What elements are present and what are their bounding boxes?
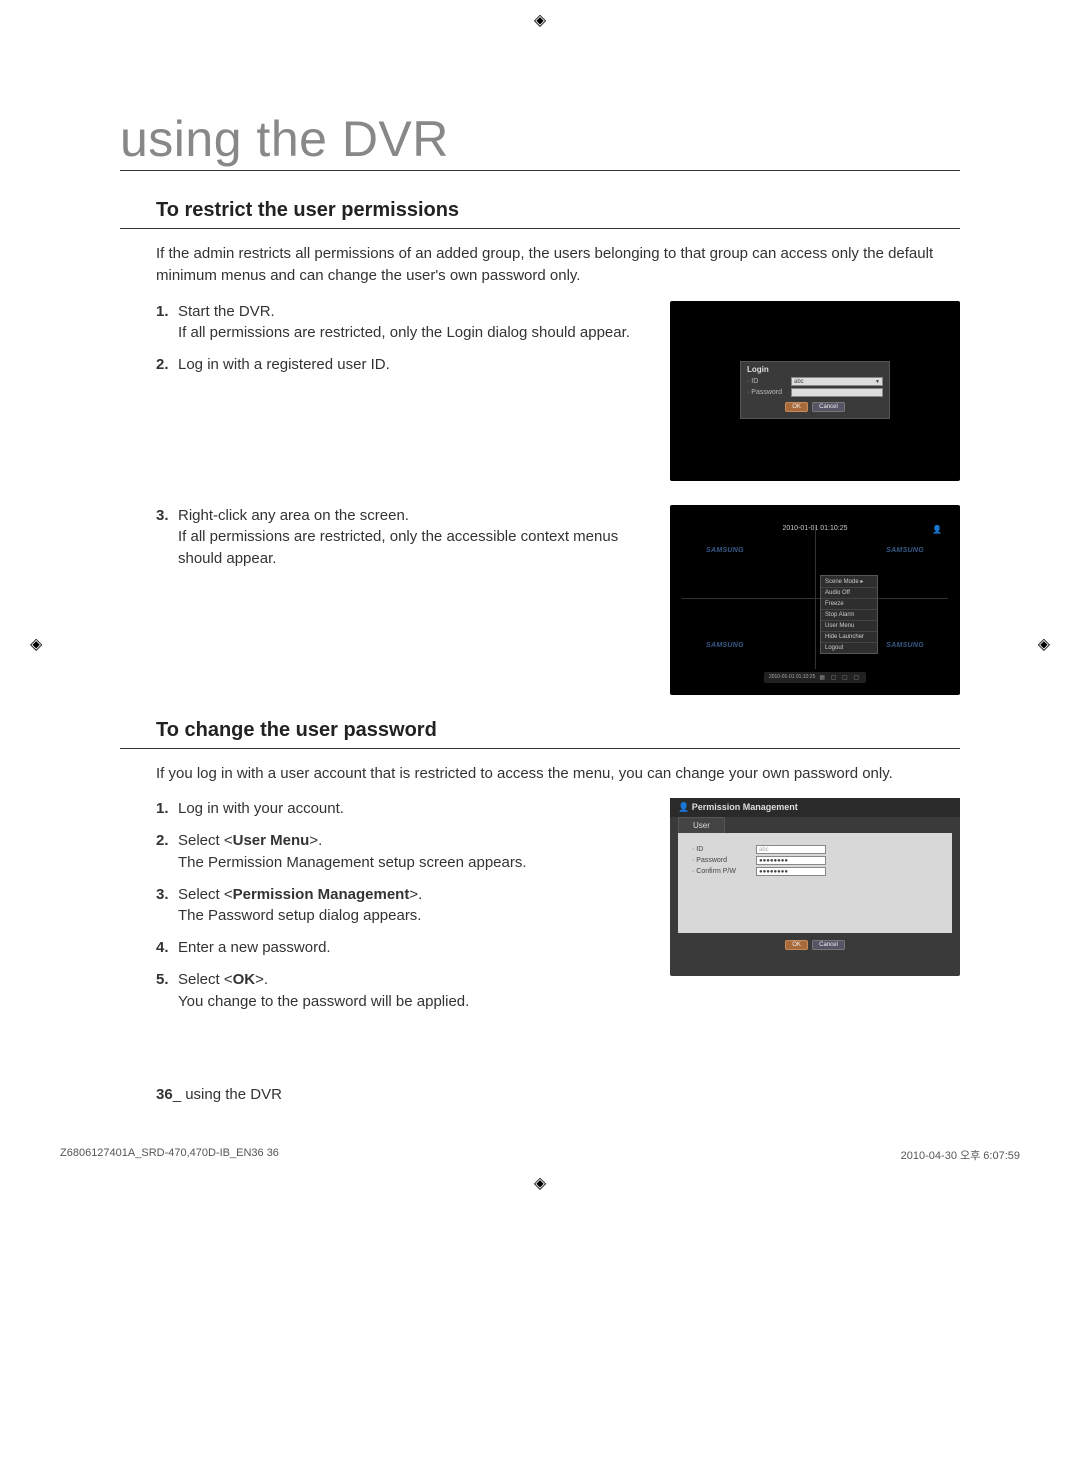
menu-item[interactable]: Hide Launcher [821,632,877,643]
crop-mark-icon: ◈ [534,10,546,30]
page-number: 36 [156,1086,173,1103]
user-tab[interactable]: User [678,817,725,833]
menu-item[interactable]: Freeze [821,599,877,610]
quad-grid: SAMSUNG SAMSUNG SAMSUNG SAMSUNG [682,527,948,669]
ok-button[interactable]: OK [785,940,808,950]
step-cont: The Password setup dialog appears. [178,907,421,924]
menu-item[interactable]: Scene Mode ▸ [821,576,877,588]
doc-id: Z6806127401A_SRD-470,470D-IB_EN36 36 [60,1147,279,1163]
step-text: Enter a new password. [178,939,331,956]
cancel-button[interactable]: Cancel [812,402,845,412]
section1-intro: If the admin restricts all permissions o… [120,243,960,287]
step-item: Start the DVR. If all permissions are re… [156,301,646,345]
step-cont: If all permissions are restricted, only … [178,324,630,341]
password-label: · Password [692,857,752,864]
step-bold: Permission Management [233,886,410,903]
crop-mark-icon: ◈ [534,1173,546,1193]
section2-intro: If you log in with a user account that i… [120,763,960,785]
print-footer: Z6806127401A_SRD-470,470D-IB_EN36 36 201… [0,1133,1080,1163]
step-text: Start the DVR. [178,303,275,320]
brand-logo: SAMSUNG [706,547,744,554]
step-item: Right-click any area on the screen. If a… [156,505,646,570]
step-text: Right-click any area on the screen. [178,507,409,524]
step-pre: Select < [178,832,233,849]
id-dropdown[interactable]: abc [791,377,883,386]
id-label: · ID [692,846,752,853]
step-bold: OK [233,971,256,988]
crop-mark-icon: ◈ [30,634,42,654]
crop-mark-icon: ◈ [1038,634,1050,654]
chapter-title: using the DVR [120,110,960,171]
menu-item[interactable]: Logout [821,643,877,653]
menu-item[interactable]: Audio Off [821,588,877,599]
confirm-pw-label: · Confirm P/W [692,868,752,875]
step-text: Log in with your account. [178,800,344,817]
password-input[interactable] [791,388,883,397]
section1-heading: To restrict the user permissions [120,199,960,229]
login-screenshot: Login · ID abc · Password OK Cancel [670,301,960,481]
page-label: _ using the DVR [173,1086,282,1103]
id-field: abc [756,845,826,854]
step-pre: Select < [178,971,233,988]
section1-steps-part1: Start the DVR. If all permissions are re… [156,301,646,376]
brand-logo: SAMSUNG [886,547,924,554]
print-timestamp: 2010-04-30 오후 6:07:59 [901,1147,1020,1163]
step-item: Select <Permission Management>. The Pass… [156,884,646,928]
section1-steps-part2: Right-click any area on the screen. If a… [156,505,646,570]
ok-button[interactable]: OK [785,402,808,412]
context-menu: Scene Mode ▸ Audio Off Freeze Stop Alarm… [820,575,878,654]
login-title: Login [747,365,883,374]
context-menu-screenshot: 2010-01-01 01:10:25 👤 SAMSUNG SAMSUNG SA… [670,505,960,695]
confirm-pw-field[interactable]: ●●●●●●●● [756,867,826,876]
status-icons: ▦ ▢ ▢ ▢ [819,674,861,681]
step-item: Enter a new password. [156,937,646,959]
step-post: >. [255,971,268,988]
step-post: >. [309,832,322,849]
step-item: Log in with a registered user ID. [156,354,646,376]
password-field[interactable]: ●●●●●●●● [756,856,826,865]
step-cont: If all permissions are restricted, only … [178,528,618,567]
password-label: · Password [747,389,787,396]
timestamp-bottom: 2010-01-01 01:10:25 [769,675,815,680]
step-bold: User Menu [233,832,310,849]
bottom-status-bar: 2010-01-01 01:10:25 ▦ ▢ ▢ ▢ [764,672,866,683]
section2-heading: To change the user password [120,719,960,749]
dialog-title: 👤 Permission Management [670,798,960,817]
step-item: Select <User Menu>. The Permission Manag… [156,830,646,874]
menu-item[interactable]: Stop Alarm [821,610,877,621]
step-cont: You change to the password will be appli… [178,993,469,1010]
step-item: Log in with your account. [156,798,646,820]
section2-steps: Log in with your account. Select <User M… [156,798,646,1012]
user-icon: 👤 [678,802,692,812]
dialog-body: · ID abc · Password ●●●●●●●● · Confirm P… [678,833,952,933]
step-item: Select <OK>. You change to the password … [156,969,646,1013]
menu-item[interactable]: User Menu [821,621,877,632]
step-pre: Select < [178,886,233,903]
brand-logo: SAMSUNG [706,642,744,649]
step-text: Log in with a registered user ID. [178,356,390,373]
permission-mgmt-screenshot: 👤 Permission Management User · ID abc · … [670,798,960,976]
step-post: >. [409,886,422,903]
login-dialog: Login · ID abc · Password OK Cancel [740,361,890,419]
page-footer: 36_ using the DVR [120,1046,960,1103]
brand-logo: SAMSUNG [886,642,924,649]
cancel-button[interactable]: Cancel [812,940,845,950]
id-label: · ID [747,378,787,385]
step-cont: The Permission Management setup screen a… [178,854,527,871]
